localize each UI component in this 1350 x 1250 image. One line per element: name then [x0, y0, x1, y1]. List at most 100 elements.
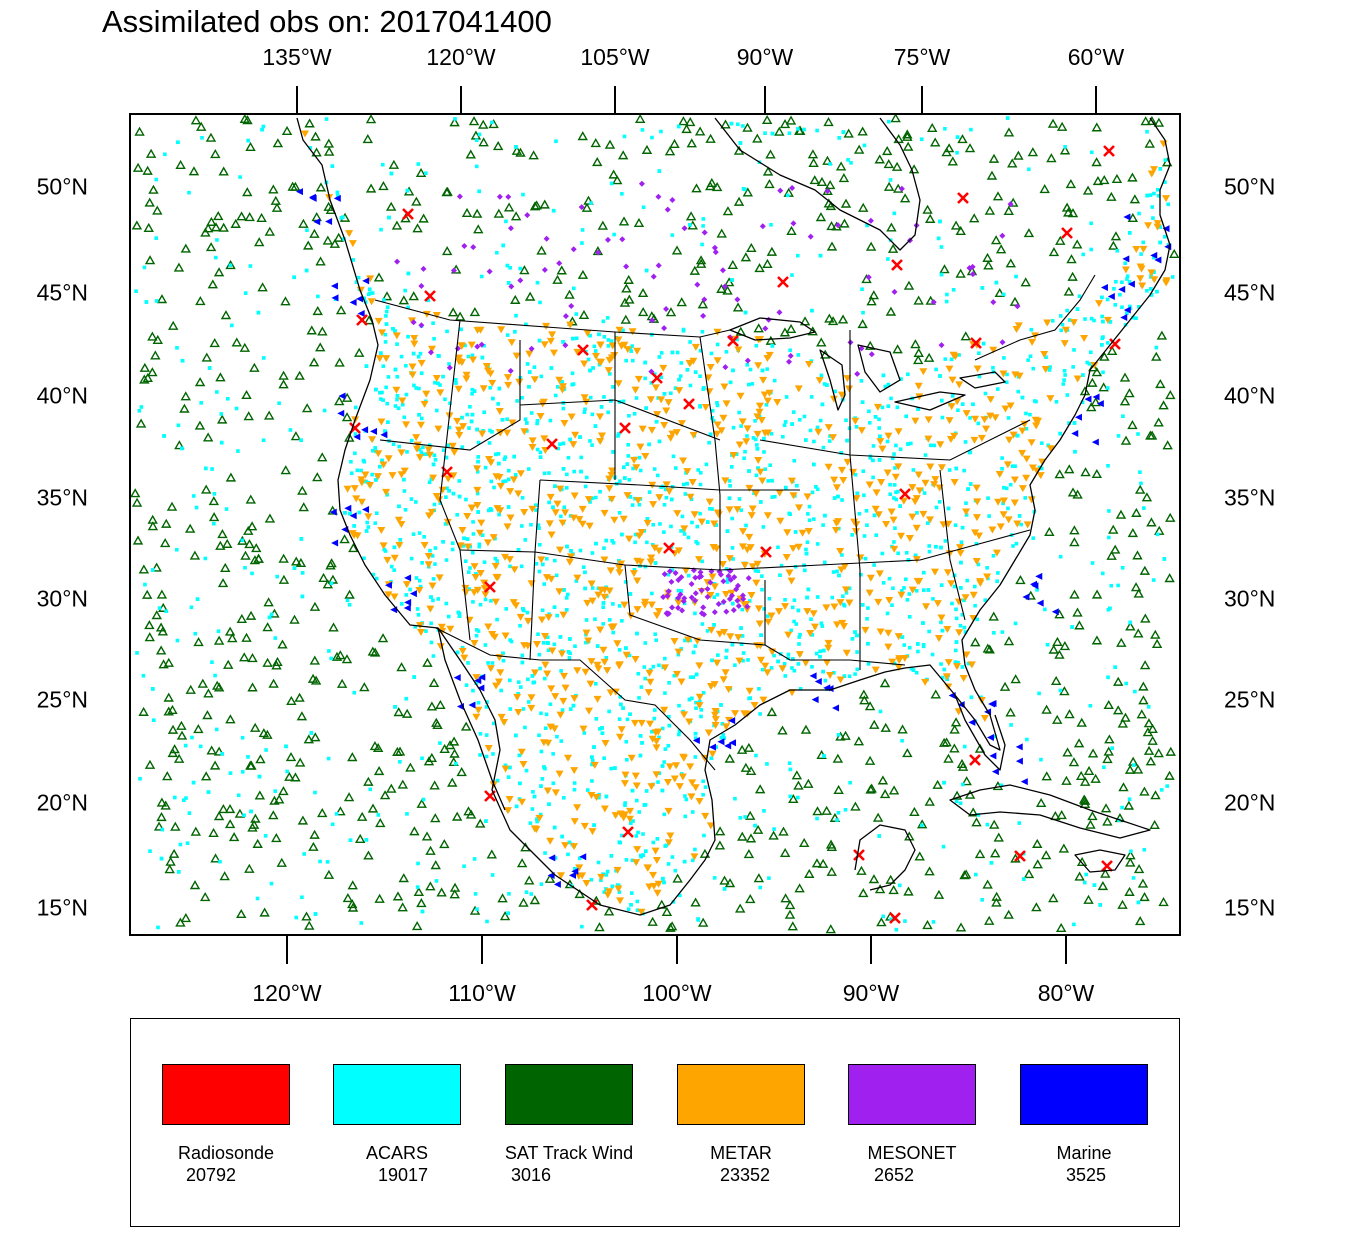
sat-wind-marker	[317, 807, 328, 818]
left-lat-label: 50°N	[36, 173, 88, 200]
acars-marker	[571, 336, 575, 341]
sat-wind-marker	[623, 274, 634, 284]
sat-wind-marker	[306, 325, 317, 335]
sat-wind-marker	[1056, 809, 1067, 820]
sat-wind-marker	[277, 639, 288, 649]
sat-wind-marker	[1091, 367, 1103, 377]
sat-wind-marker	[742, 187, 754, 197]
acars-marker	[911, 668, 916, 672]
acars-marker	[954, 799, 959, 804]
sat-wind-marker	[347, 902, 359, 912]
sat-wind-marker	[941, 737, 952, 747]
acars-marker	[537, 733, 541, 738]
sat-wind-marker	[1165, 746, 1176, 756]
sat-wind-marker	[1133, 864, 1145, 874]
acars-marker	[624, 646, 628, 650]
acars-marker	[715, 592, 720, 597]
sat-wind-marker	[243, 525, 254, 535]
acars-marker	[885, 611, 890, 616]
acars-marker	[397, 444, 401, 449]
acars-marker	[475, 427, 479, 432]
acars-marker	[1100, 314, 1104, 319]
sat-wind-marker	[323, 138, 335, 148]
sat-wind-marker	[409, 826, 420, 836]
acars-marker	[499, 688, 503, 693]
acars-marker	[657, 735, 661, 740]
acars-marker	[671, 900, 676, 904]
acars-marker	[677, 703, 681, 708]
acars-marker	[625, 758, 629, 762]
acars-marker	[451, 491, 456, 496]
acars-marker	[324, 117, 329, 121]
sat-wind-marker	[883, 159, 894, 169]
acars-marker	[604, 794, 609, 799]
acars-marker	[1137, 211, 1141, 216]
acars-marker	[928, 443, 933, 448]
acars-marker	[815, 542, 820, 546]
acars-marker	[552, 642, 557, 647]
acars-marker	[629, 349, 634, 353]
left-lat-label: 15°N	[36, 894, 88, 921]
sat-wind-marker	[200, 484, 212, 494]
acars-marker	[1013, 621, 1018, 626]
acars-marker	[1037, 691, 1041, 696]
acars-marker	[494, 452, 498, 457]
acars-marker	[669, 497, 674, 502]
sat-wind-marker	[1048, 893, 1059, 903]
sat-wind-marker	[1063, 207, 1074, 217]
acars-marker	[444, 601, 449, 606]
acars-marker	[667, 714, 671, 719]
acars-marker	[772, 378, 777, 383]
sat-wind-marker	[745, 893, 756, 904]
sat-wind-marker	[301, 403, 313, 413]
acars-marker	[790, 273, 794, 277]
acars-marker	[839, 451, 844, 455]
acars-marker	[385, 401, 390, 406]
acars-marker	[733, 796, 737, 801]
acars-marker	[690, 520, 694, 525]
acars-marker	[330, 822, 335, 827]
acars-marker	[374, 387, 378, 392]
acars-marker	[508, 564, 512, 569]
sat-wind-marker	[807, 149, 819, 159]
sat-wind-marker	[206, 745, 217, 755]
metar-marker	[570, 843, 579, 851]
acars-marker	[790, 666, 794, 670]
sat-wind-marker	[1087, 811, 1098, 821]
acars-marker	[956, 660, 960, 665]
acars-marker	[753, 437, 758, 442]
right-lat-label: 45°N	[1224, 279, 1276, 306]
acars-marker	[693, 847, 697, 852]
acars-marker	[601, 622, 606, 626]
acars-marker	[1063, 373, 1067, 377]
acars-marker	[637, 810, 641, 814]
metar-marker	[633, 606, 642, 614]
acars-marker	[448, 401, 452, 406]
acars-marker	[643, 376, 647, 381]
acars-marker	[788, 767, 793, 772]
acars-marker	[620, 833, 624, 838]
sat-wind-marker	[881, 145, 893, 156]
acars-marker	[1028, 354, 1033, 359]
sat-wind-marker	[1076, 717, 1087, 727]
metar-marker	[992, 549, 1001, 557]
acars-marker	[564, 608, 569, 612]
top-lon-label: 120°W	[426, 44, 496, 70]
acars-marker	[893, 526, 897, 530]
acars-marker	[635, 631, 639, 636]
sat-wind-marker	[868, 874, 880, 884]
sat-wind-marker	[803, 778, 814, 788]
metar-marker	[567, 413, 576, 421]
sat-wind-marker	[858, 689, 870, 699]
sat-wind-marker	[244, 863, 255, 873]
acars-marker	[198, 744, 203, 749]
acars-marker	[218, 859, 222, 864]
acars-marker	[889, 396, 893, 401]
sat-wind-marker	[365, 114, 377, 124]
metar-marker	[505, 796, 514, 804]
acars-marker	[983, 598, 988, 603]
acars-marker	[482, 410, 486, 415]
acars-marker	[507, 678, 512, 683]
sat-wind-marker	[1136, 709, 1148, 719]
acars-marker	[792, 668, 797, 673]
